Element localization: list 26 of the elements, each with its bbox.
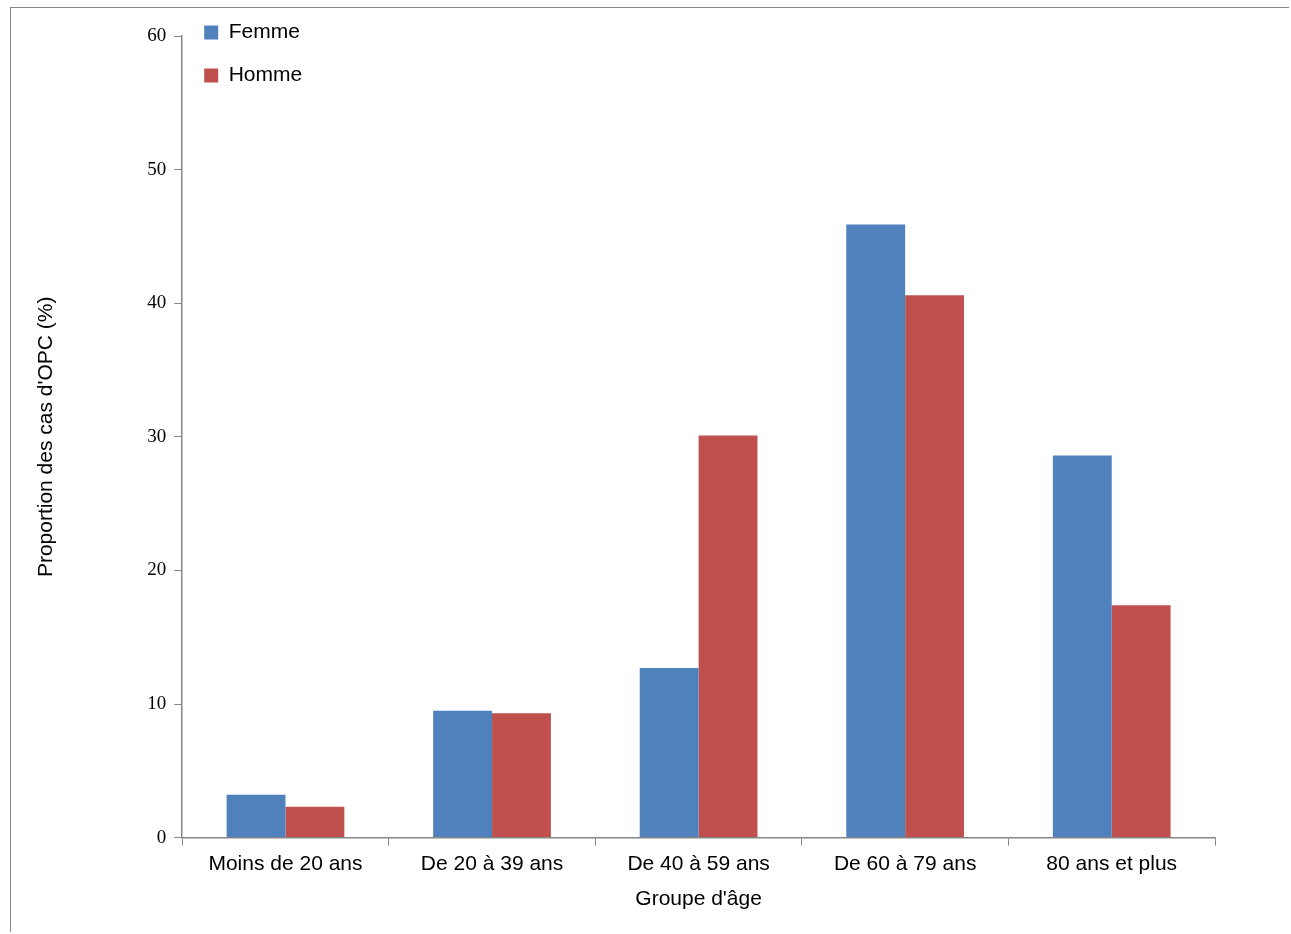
y-tick-label: 60 bbox=[147, 23, 167, 45]
legend-label: Homme bbox=[228, 62, 303, 86]
bar bbox=[1111, 605, 1171, 838]
bar bbox=[698, 435, 758, 838]
y-tick-label: 10 bbox=[147, 691, 167, 713]
x-tick-label: Moins de 20 ans bbox=[208, 851, 363, 874]
y-tick-label: 30 bbox=[147, 424, 167, 446]
bar bbox=[433, 710, 493, 838]
bar bbox=[846, 224, 906, 838]
x-tick-label: De 20 à 39 ans bbox=[420, 851, 564, 874]
y-tick-label: 0 bbox=[156, 825, 167, 847]
y-axis-title: Proportion des cas d'OPC (%) bbox=[33, 296, 57, 578]
bar bbox=[226, 794, 286, 838]
bar bbox=[492, 713, 551, 838]
y-tick-label: 40 bbox=[147, 291, 167, 313]
bar bbox=[905, 295, 965, 838]
y-tick-label: 20 bbox=[147, 558, 167, 580]
x-axis-title: Groupe d'âge bbox=[635, 886, 762, 910]
x-tick-label: De 60 à 79 ans bbox=[833, 851, 977, 874]
x-tick-label: De 40 à 59 ans bbox=[627, 851, 770, 874]
bar bbox=[639, 667, 699, 838]
legend-label: Femme bbox=[228, 19, 300, 43]
y-tick-label: 50 bbox=[147, 157, 167, 179]
x-tick-label: 80 ans et plus bbox=[1046, 851, 1178, 874]
bar bbox=[285, 806, 345, 838]
bar bbox=[1052, 455, 1112, 838]
